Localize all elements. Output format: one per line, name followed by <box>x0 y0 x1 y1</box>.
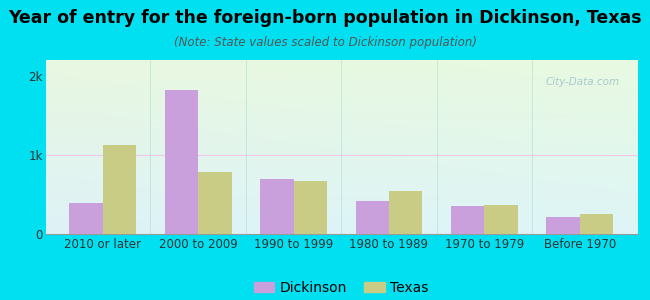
Text: (Note: State values scaled to Dickinson population): (Note: State values scaled to Dickinson … <box>174 36 476 49</box>
Bar <box>70 203 103 234</box>
Bar <box>260 178 294 234</box>
Bar <box>451 206 484 234</box>
Bar <box>547 218 580 234</box>
Bar <box>484 205 518 234</box>
Legend: Dickinson, Texas: Dickinson, Texas <box>248 275 434 300</box>
Bar <box>103 145 136 234</box>
Bar <box>294 181 327 234</box>
Bar <box>356 201 389 234</box>
Bar <box>164 90 198 234</box>
Bar <box>580 214 613 234</box>
Bar <box>389 190 422 234</box>
Text: City-Data.com: City-Data.com <box>545 77 619 87</box>
Text: Year of entry for the foreign-born population in Dickinson, Texas: Year of entry for the foreign-born popul… <box>8 9 642 27</box>
Bar <box>198 172 231 234</box>
